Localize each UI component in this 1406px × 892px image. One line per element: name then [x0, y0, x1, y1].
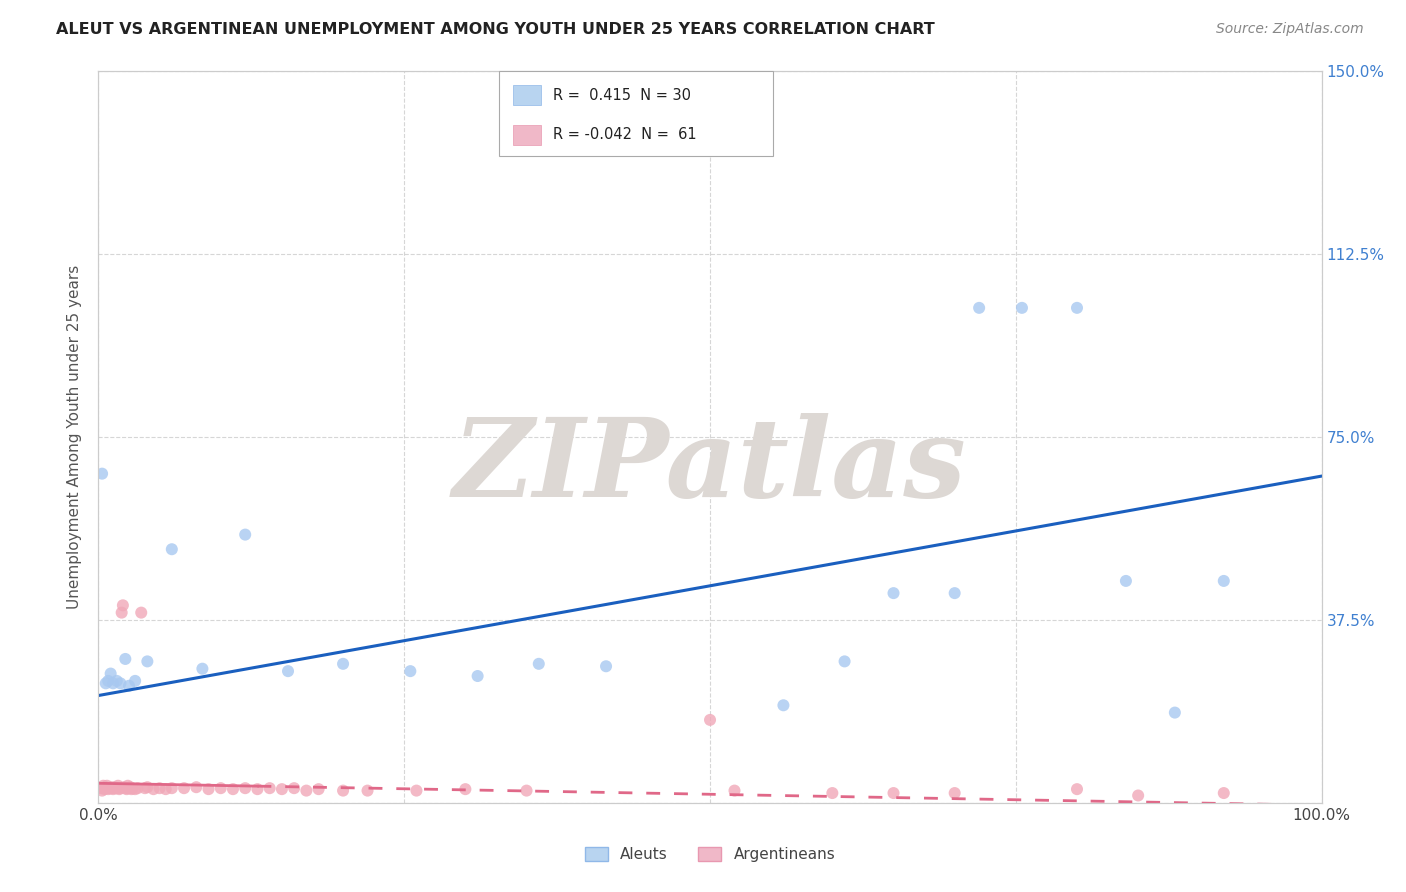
Point — [943, 586, 966, 600]
Point — [100, 780, 122, 795]
Point — [97, 782, 120, 797]
Text: R = -0.042  N =  61: R = -0.042 N = 61 — [553, 128, 696, 143]
Point — [233, 781, 256, 796]
Point — [110, 676, 132, 690]
Point — [332, 783, 354, 797]
Point — [118, 781, 141, 796]
Point — [173, 781, 195, 796]
Point — [295, 783, 318, 797]
Point — [595, 659, 617, 673]
Point — [91, 467, 114, 481]
Point — [197, 782, 219, 797]
Point — [105, 781, 128, 796]
Text: ZIPatlas: ZIPatlas — [453, 413, 967, 520]
Point — [124, 782, 146, 797]
Point — [97, 673, 120, 688]
Point — [883, 586, 905, 600]
Point — [90, 781, 112, 796]
Point — [127, 781, 149, 796]
Point — [454, 782, 477, 797]
Point — [1066, 782, 1088, 797]
Point — [104, 781, 127, 796]
Point — [967, 301, 990, 315]
Point — [91, 783, 114, 797]
Point — [191, 662, 214, 676]
Point — [1212, 786, 1234, 800]
Text: Source: ZipAtlas.com: Source: ZipAtlas.com — [1216, 22, 1364, 37]
Point — [259, 781, 281, 796]
Point — [129, 606, 152, 620]
Point — [1212, 574, 1234, 588]
Point — [111, 599, 134, 613]
Point — [277, 664, 299, 678]
Point — [142, 782, 165, 797]
Point — [332, 657, 354, 671]
Point — [103, 780, 125, 795]
Y-axis label: Unemployment Among Youth under 25 years: Unemployment Among Youth under 25 years — [67, 265, 83, 609]
Point — [100, 666, 122, 681]
Point — [209, 781, 232, 796]
Point — [120, 782, 142, 797]
Point — [160, 542, 183, 557]
Point — [1164, 706, 1187, 720]
Point — [1066, 301, 1088, 315]
Point — [515, 783, 537, 797]
Point — [136, 654, 159, 668]
Point — [112, 780, 135, 795]
Point — [107, 779, 129, 793]
Point — [96, 779, 118, 793]
Point — [155, 782, 177, 797]
Point — [134, 781, 156, 796]
Point — [93, 782, 115, 797]
Point — [405, 783, 427, 797]
Point — [118, 679, 141, 693]
Point — [186, 780, 208, 795]
Point — [94, 781, 117, 796]
Point — [114, 652, 136, 666]
Point — [246, 782, 269, 797]
Point — [222, 782, 245, 797]
Point — [114, 781, 136, 796]
Point — [723, 783, 745, 797]
Point — [467, 669, 489, 683]
Point — [283, 781, 305, 796]
Point — [1128, 789, 1150, 803]
Point — [149, 781, 172, 796]
Point — [115, 782, 138, 797]
Point — [110, 781, 132, 796]
Point — [699, 713, 721, 727]
Point — [270, 782, 294, 797]
Point — [356, 783, 378, 797]
Point — [117, 779, 139, 793]
Point — [943, 786, 966, 800]
Point — [834, 654, 856, 668]
Point — [105, 673, 128, 688]
Point — [91, 779, 114, 793]
Point — [101, 781, 124, 796]
Point — [124, 673, 146, 688]
Point — [101, 676, 124, 690]
Point — [101, 782, 124, 797]
Point — [399, 664, 422, 678]
Point — [527, 657, 550, 671]
Point — [111, 606, 134, 620]
Point — [120, 780, 142, 795]
Point — [821, 786, 844, 800]
Point — [108, 782, 131, 797]
Point — [308, 782, 330, 797]
Text: ALEUT VS ARGENTINEAN UNEMPLOYMENT AMONG YOUTH UNDER 25 YEARS CORRELATION CHART: ALEUT VS ARGENTINEAN UNEMPLOYMENT AMONG … — [56, 22, 935, 37]
Point — [121, 781, 143, 796]
Point — [136, 780, 159, 795]
Legend: Aleuts, Argentineans: Aleuts, Argentineans — [579, 841, 841, 868]
Point — [160, 781, 183, 796]
Point — [98, 781, 121, 796]
Text: R =  0.415  N = 30: R = 0.415 N = 30 — [553, 87, 690, 103]
Point — [772, 698, 794, 713]
Point — [94, 676, 117, 690]
Point — [1011, 301, 1033, 315]
Point — [883, 786, 905, 800]
Point — [1115, 574, 1137, 588]
Point — [233, 527, 256, 541]
